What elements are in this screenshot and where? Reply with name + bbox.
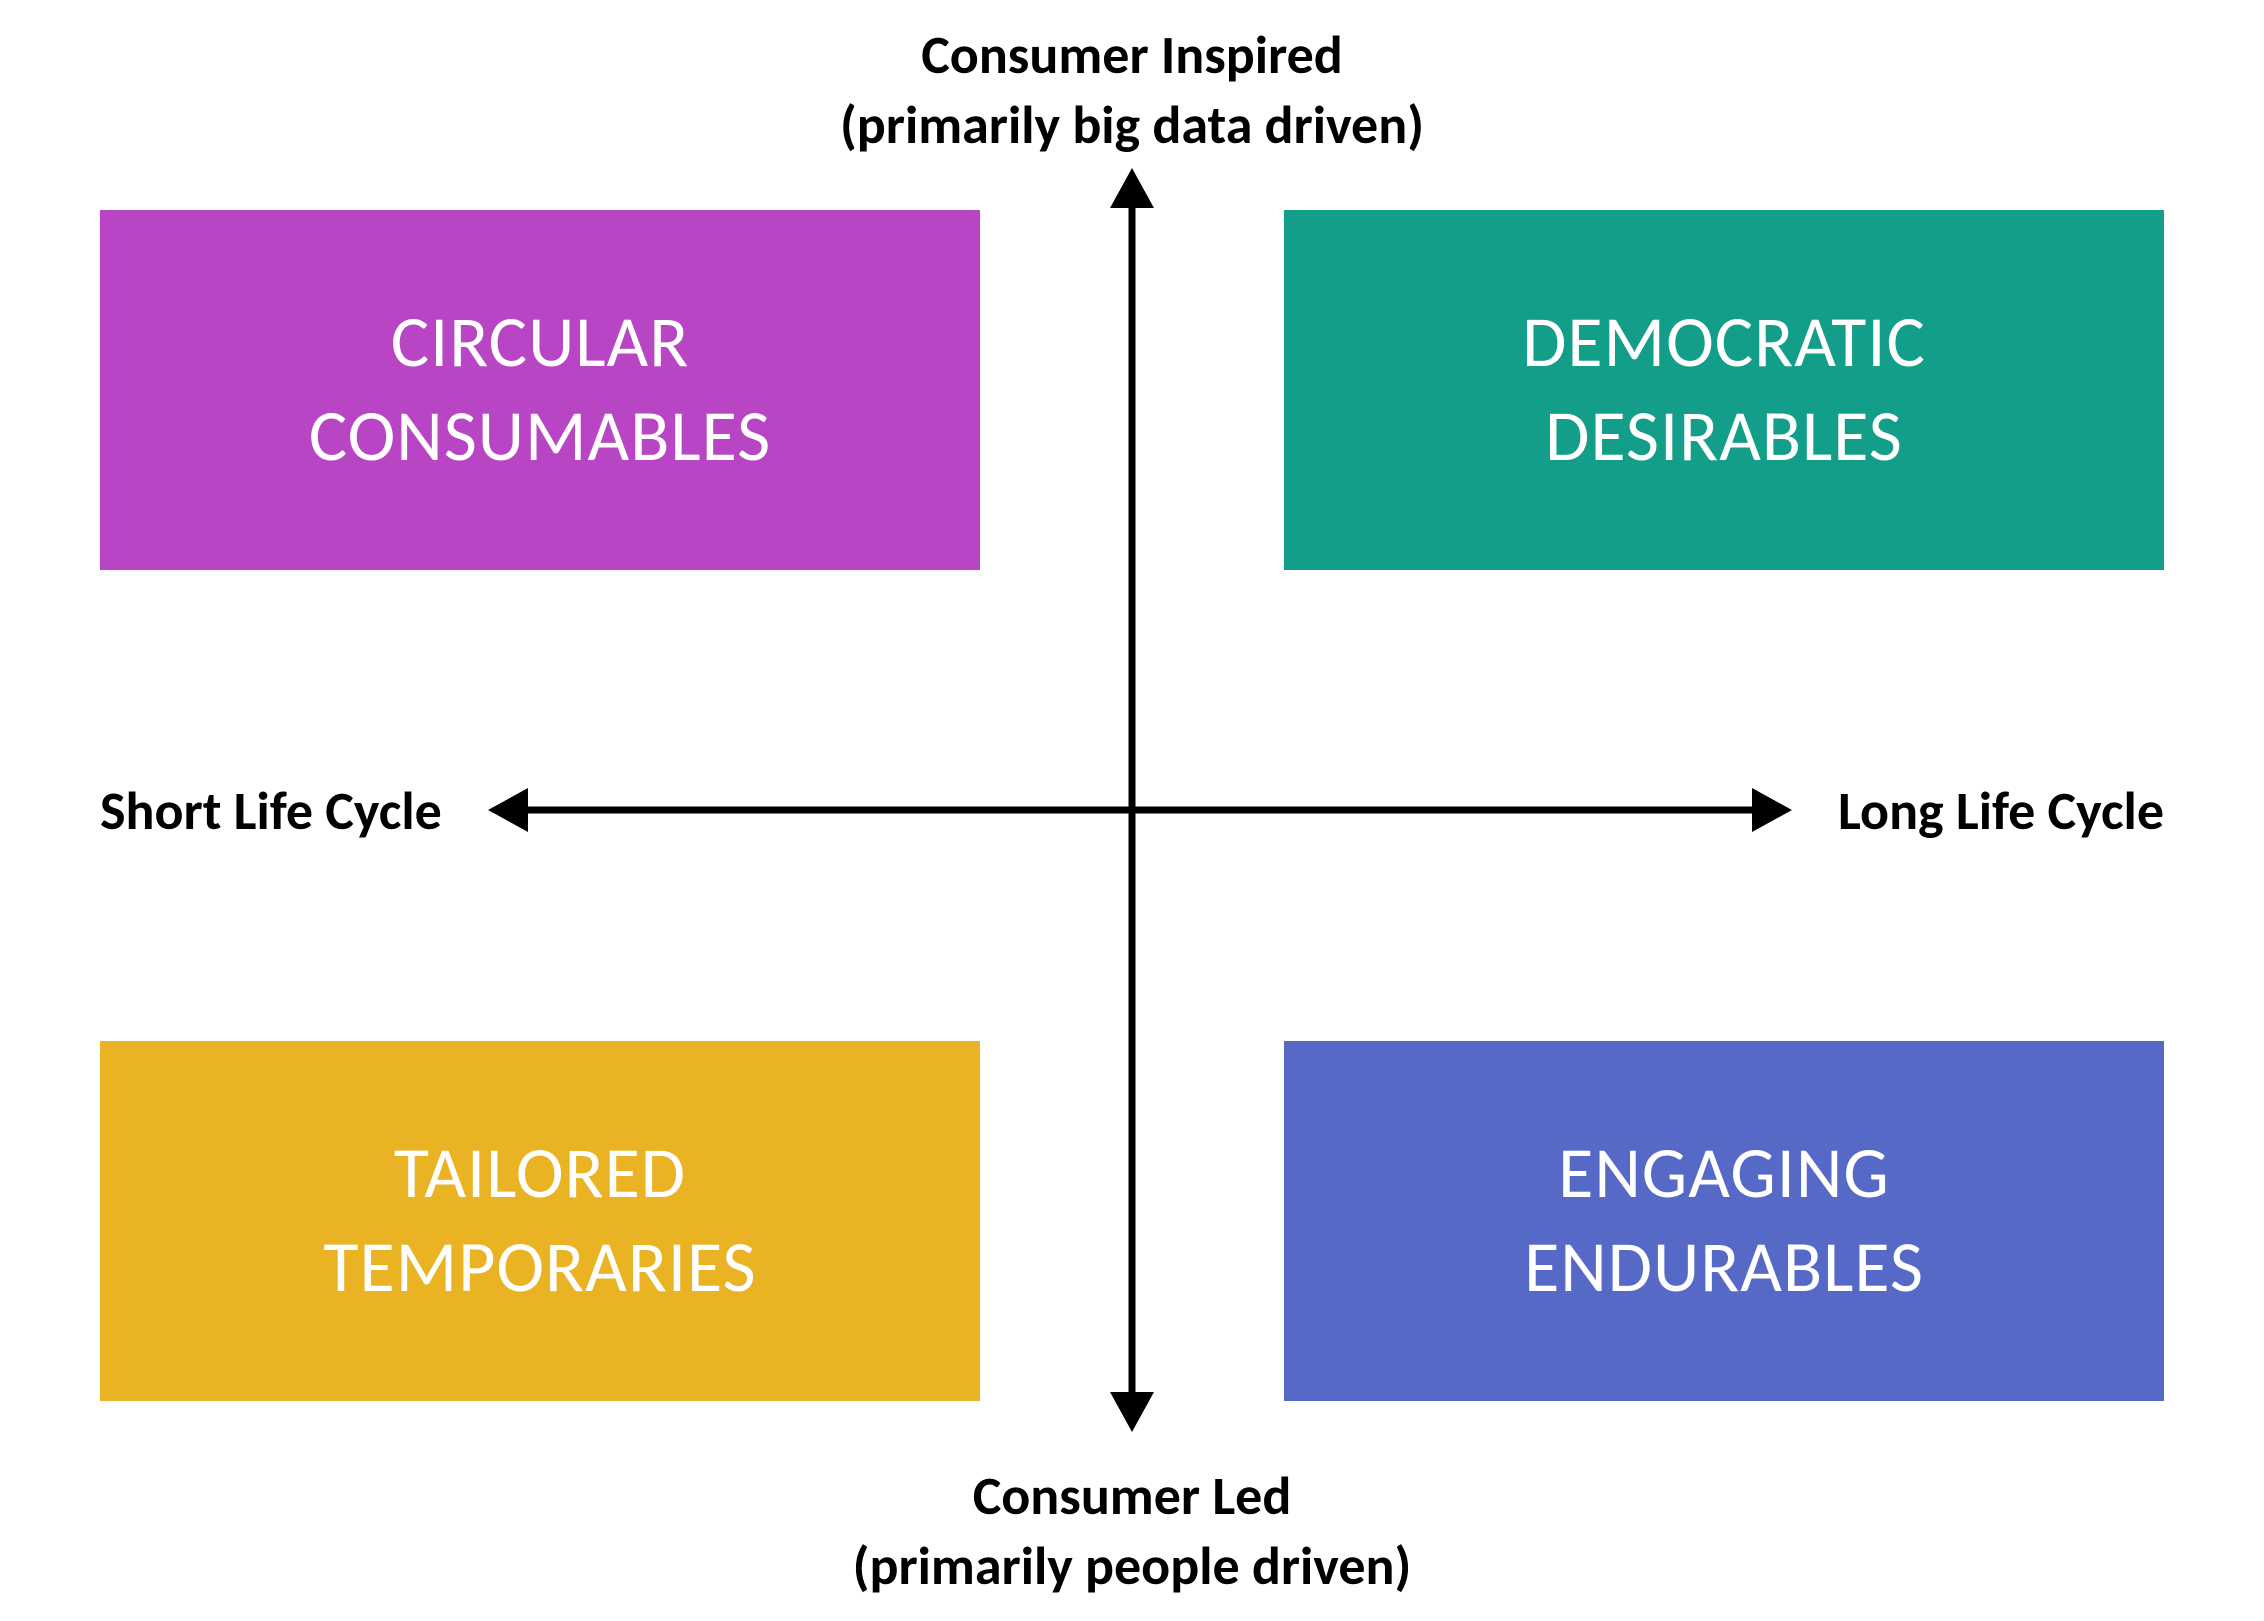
axis-top-line1: Consumer Inspired [840, 20, 1424, 90]
quadrant-br-line1: ENGAGING [1558, 1127, 1890, 1221]
quadrant-tl-line1: CIRCULAR [391, 296, 690, 390]
quadrant-bottom-right: ENGAGING ENDURABLES [1284, 1041, 2164, 1401]
axis-top-line2: (primarily big data driven) [840, 90, 1424, 160]
axis-label-right: Long Life Cycle [1838, 778, 2164, 844]
quadrant-top-left: CIRCULAR CONSUMABLES [100, 210, 980, 570]
quadrant-tr-line2: DESIRABLES [1545, 390, 1903, 484]
arrowhead-left [488, 788, 528, 832]
quadrant-br-line2: ENDURABLES [1524, 1221, 1924, 1315]
arrowhead-up [1110, 168, 1154, 208]
arrowhead-down [1110, 1392, 1154, 1432]
axis-label-left: Short Life Cycle [100, 778, 442, 844]
quadrant-top-right: DEMOCRATIC DESIRABLES [1284, 210, 2164, 570]
axis-bottom-line2: (primarily people driven) [853, 1531, 1412, 1601]
quadrant-tr-line1: DEMOCRATIC [1522, 296, 1926, 390]
quadrant-diagram: Consumer Inspired (primarily big data dr… [0, 0, 2264, 1621]
arrowhead-right [1752, 788, 1792, 832]
axis-label-top: Consumer Inspired (primarily big data dr… [840, 20, 1424, 160]
quadrant-tl-line2: CONSUMABLES [309, 390, 771, 484]
axis-label-bottom: Consumer Led (primarily people driven) [853, 1461, 1412, 1601]
quadrant-bl-line2: TEMPORARIES [323, 1221, 756, 1315]
quadrant-bl-line1: TAILORED [394, 1127, 686, 1221]
quadrant-bottom-left: TAILORED TEMPORARIES [100, 1041, 980, 1401]
axis-bottom-line1: Consumer Led [853, 1461, 1412, 1531]
